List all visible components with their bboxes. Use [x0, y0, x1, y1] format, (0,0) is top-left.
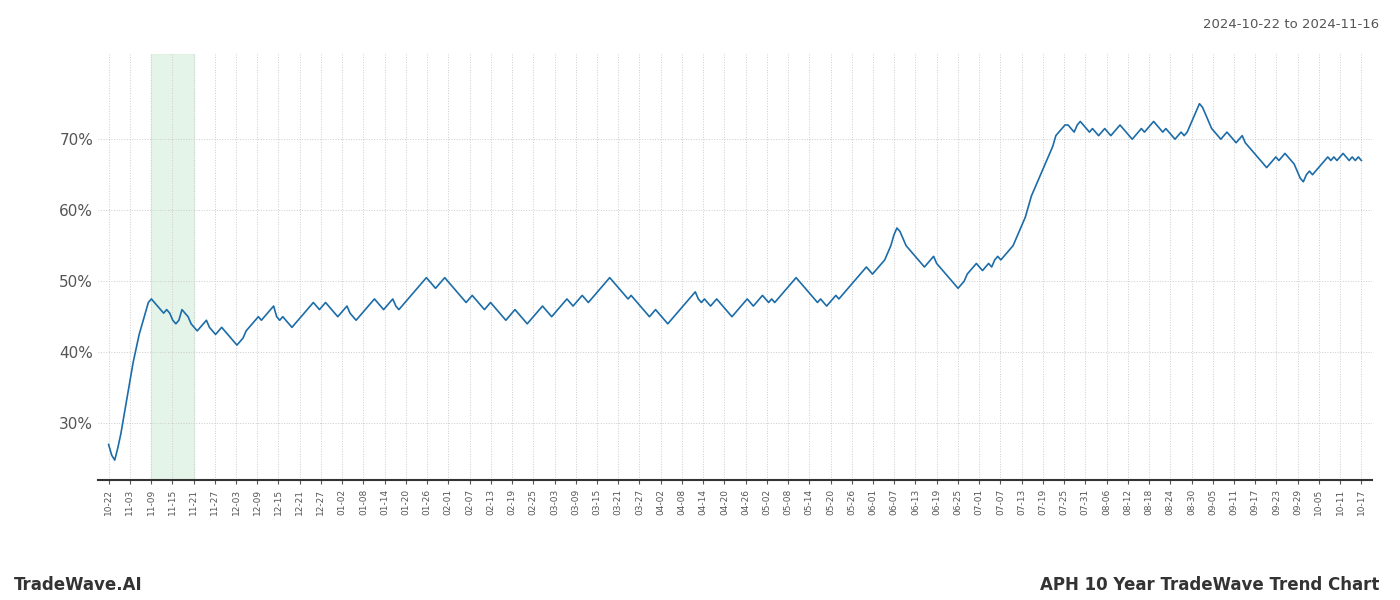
- Text: TradeWave.AI: TradeWave.AI: [14, 576, 143, 594]
- Text: APH 10 Year TradeWave Trend Chart: APH 10 Year TradeWave Trend Chart: [1040, 576, 1379, 594]
- Bar: [151, 54, 193, 480]
- Text: 2024-10-22 to 2024-11-16: 2024-10-22 to 2024-11-16: [1203, 18, 1379, 31]
